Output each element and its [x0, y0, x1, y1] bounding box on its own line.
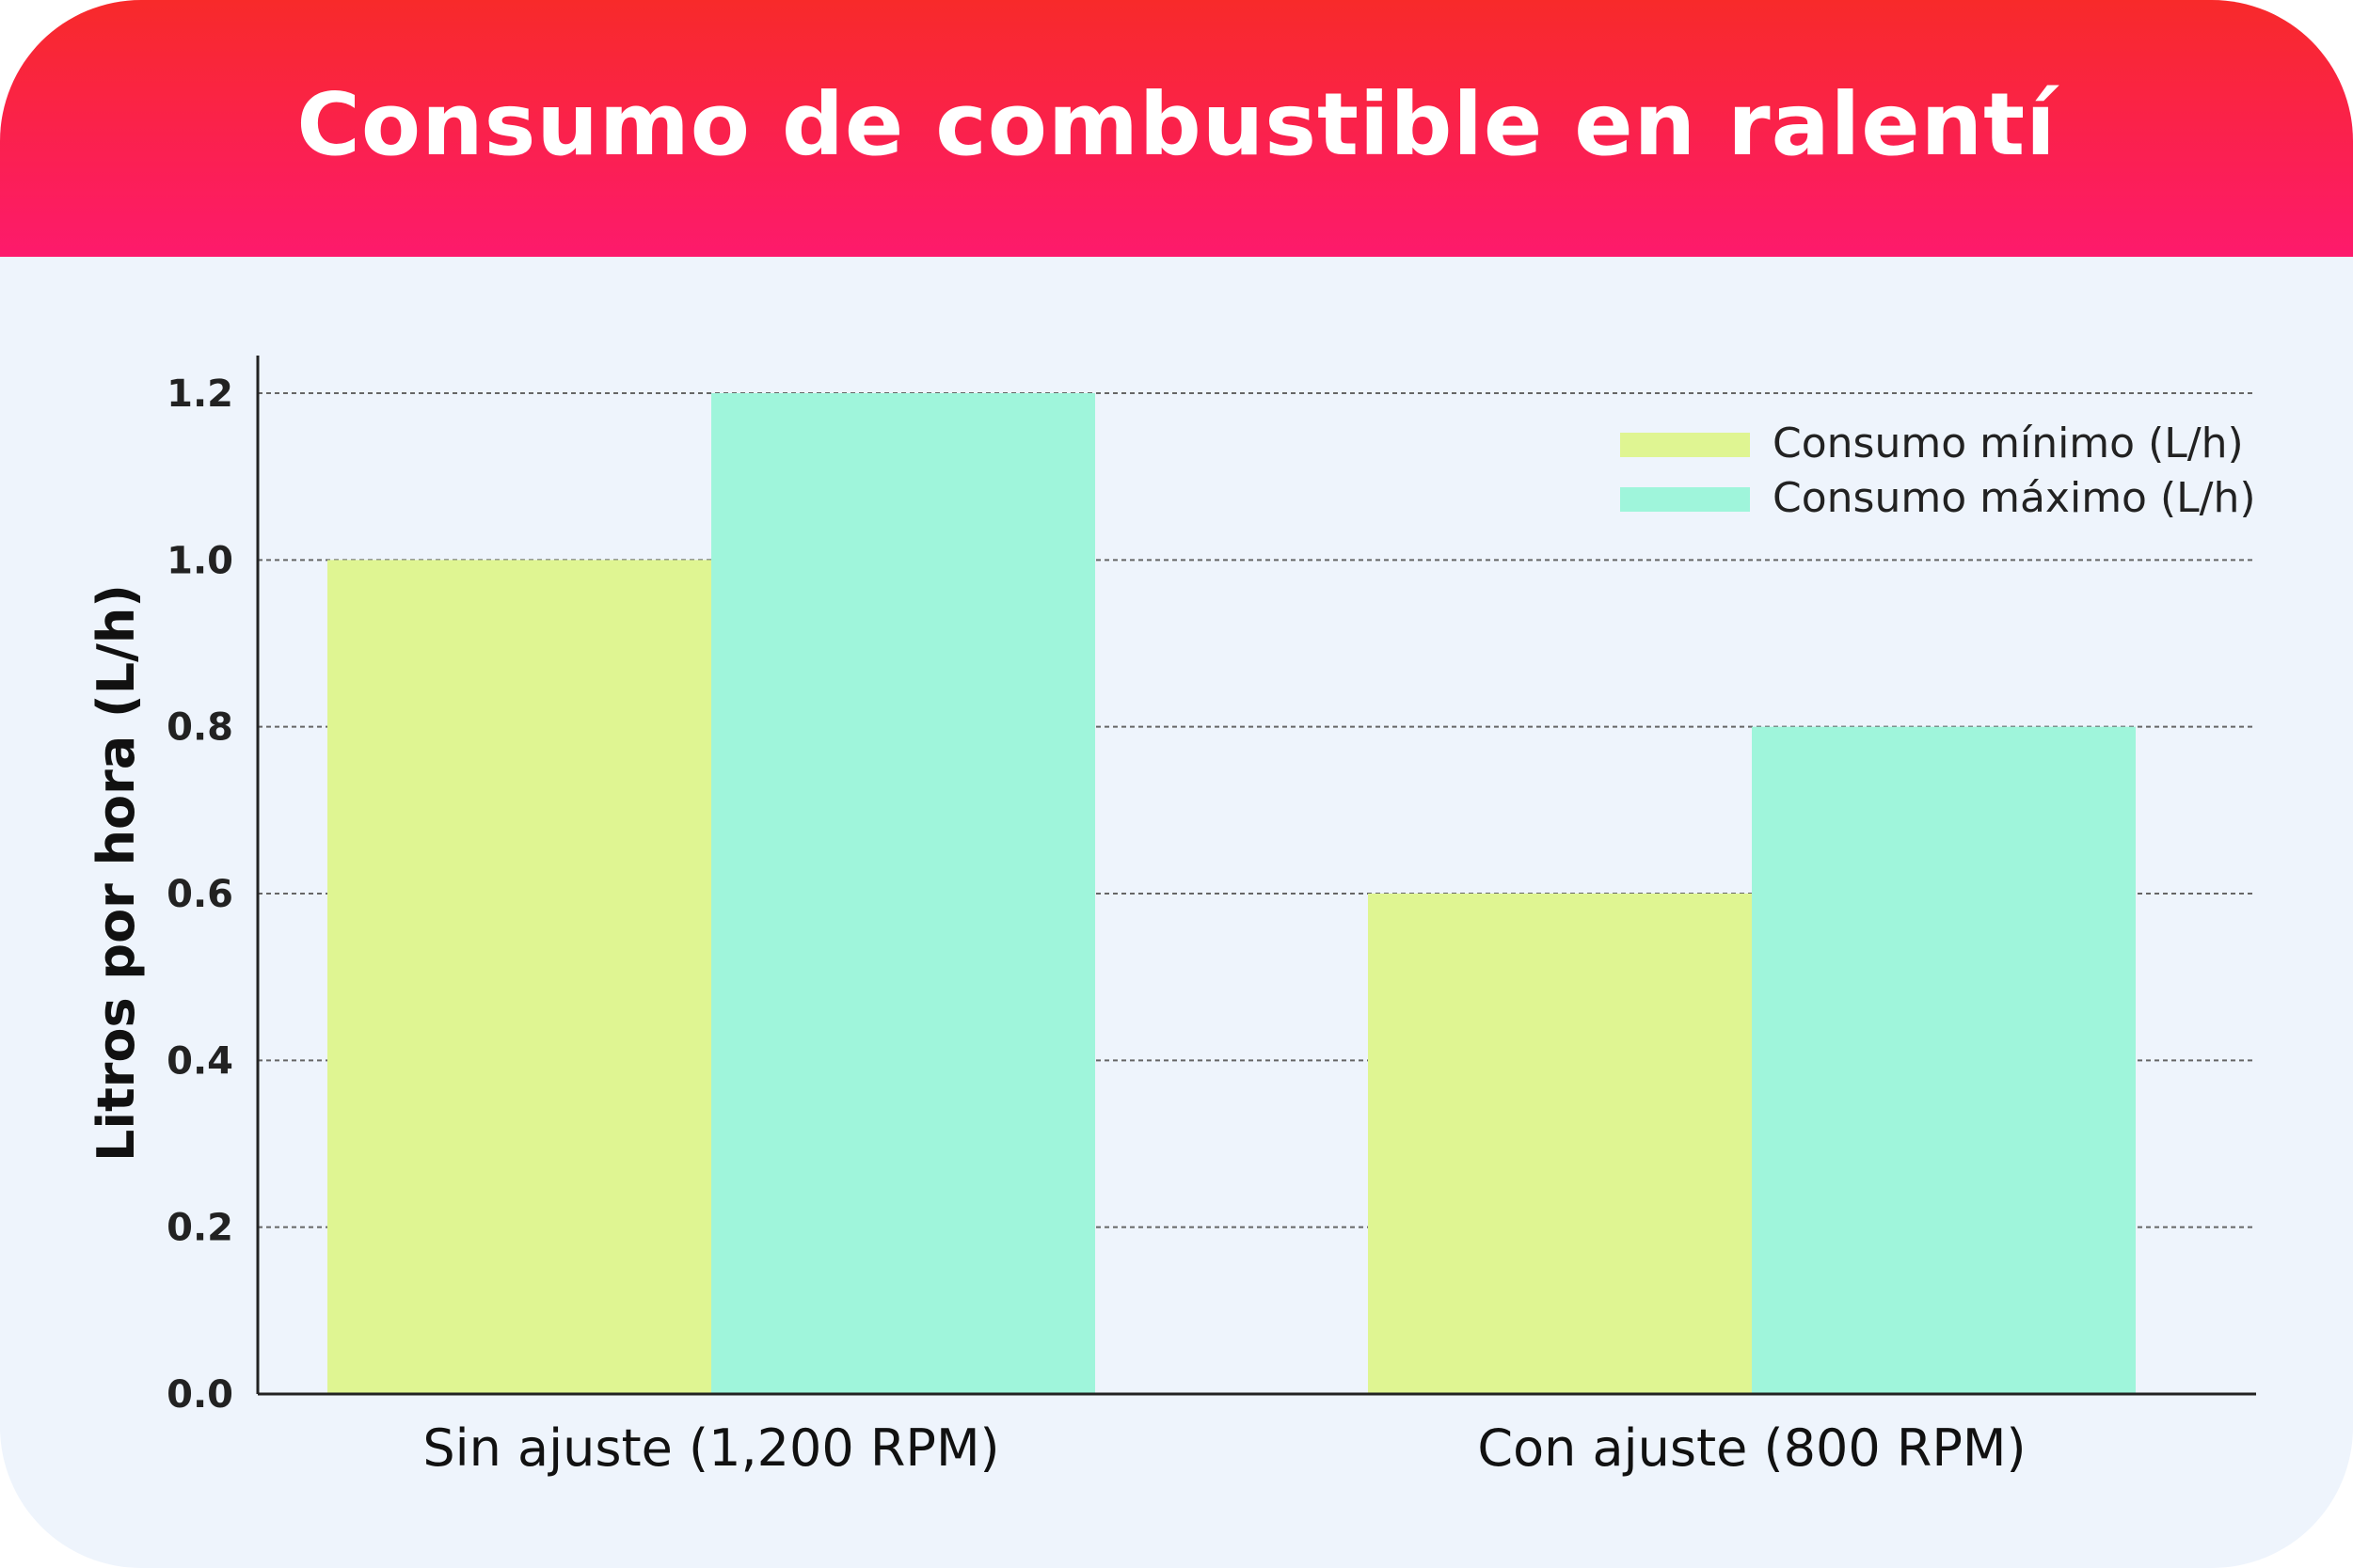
x-category-label: Con ajuste (800 RPM): [1477, 1418, 2026, 1478]
legend-swatch: [1620, 433, 1750, 457]
x-category-labels: Sin ajuste (1,200 RPM) Con ajuste (800 RP…: [422, 1418, 2026, 1478]
legend-label: Consumo mínimo (L/h): [1773, 420, 2244, 467]
bar: [1752, 726, 2136, 1394]
legend-swatch: [1620, 487, 1750, 512]
y-tick-label: 1.0: [167, 539, 233, 582]
y-tick-label: 0.2: [167, 1207, 233, 1250]
y-tick-label: 0.8: [167, 706, 233, 750]
y-tick-label: 0.4: [167, 1039, 233, 1083]
legend-label: Consumo máximo (L/h): [1773, 474, 2256, 522]
chart-title: Consumo de combustible en ralentí: [296, 74, 2057, 175]
y-tick-label: 0.0: [167, 1373, 233, 1417]
legend: Consumo mínimo (L/h) Consumo máximo (L/h): [1620, 420, 2256, 522]
axes: [256, 356, 2256, 1396]
bar: [1368, 894, 1752, 1394]
y-tick-label: 0.6: [167, 873, 233, 916]
bar: [327, 560, 711, 1394]
y-axis-title: Litros por hora (L/h): [87, 584, 146, 1162]
bar: [711, 393, 1095, 1394]
x-category-label: Sin ajuste (1,200 RPM): [422, 1418, 999, 1478]
bars: [327, 393, 2136, 1394]
y-tick-label: 1.2: [167, 372, 233, 416]
y-tick-labels: 0.0 0.2 0.4 0.6 0.8 1.0 1.2: [167, 372, 233, 1417]
header-banner: Consumo de combustible en ralentí: [0, 0, 2353, 257]
